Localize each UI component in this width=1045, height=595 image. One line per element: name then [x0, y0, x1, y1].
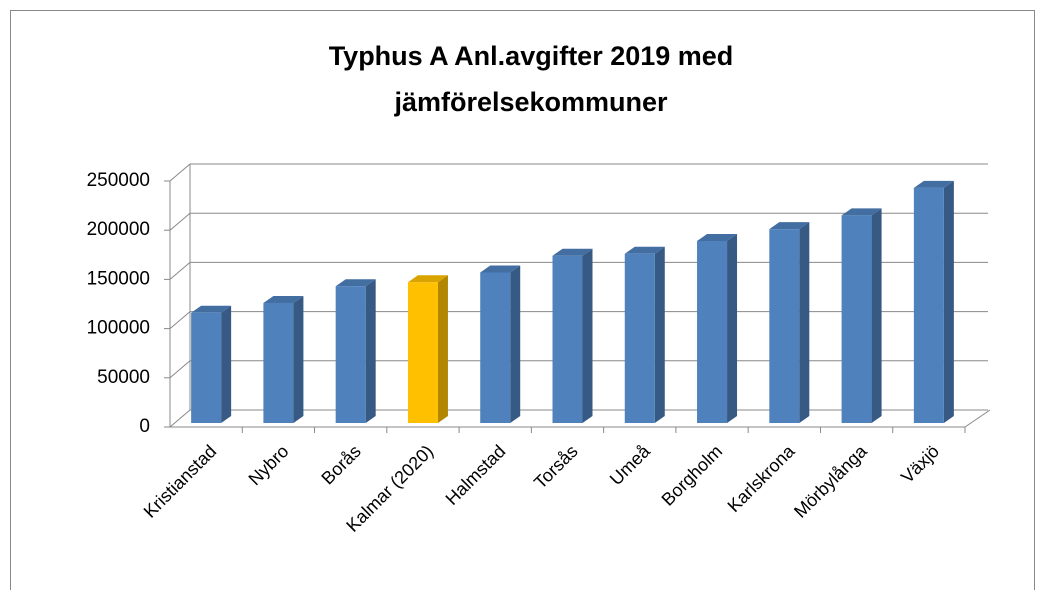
bar-side	[727, 233, 738, 423]
grid-line-side	[169, 262, 191, 280]
y-tick-label: 150000	[87, 268, 150, 289]
bar-top	[335, 279, 376, 287]
bar	[407, 282, 438, 423]
bar-side	[943, 180, 954, 423]
grid-line-side	[169, 409, 191, 428]
bar-top	[480, 265, 521, 273]
bar	[335, 286, 366, 423]
bar	[697, 240, 728, 423]
grid-line-side	[169, 212, 191, 231]
y-tick-label: 50000	[97, 367, 150, 388]
bar-top	[624, 246, 665, 254]
grid-line-side	[169, 311, 191, 329]
bar	[191, 312, 222, 423]
bar-top	[913, 180, 954, 188]
bar-side	[582, 248, 593, 423]
bar	[769, 229, 800, 423]
bar	[841, 215, 872, 423]
grid-line-side	[169, 360, 191, 379]
bar-top	[769, 222, 810, 230]
bar-side	[293, 295, 304, 423]
bar	[552, 255, 583, 423]
bar-side	[365, 279, 376, 423]
bar	[624, 253, 655, 423]
bar-side	[799, 222, 810, 423]
chart-title: Typhus A Anl.avgifter 2019 med	[329, 41, 734, 71]
chart-subtitle: jämförelsekommuner	[393, 87, 668, 117]
bar	[480, 272, 511, 423]
y-tick-label: 250000	[87, 170, 150, 191]
bar	[913, 187, 944, 423]
floor-right	[964, 409, 991, 428]
bar-side	[221, 305, 232, 423]
bar-top	[697, 233, 738, 241]
grid-line-side	[169, 163, 191, 182]
bar	[263, 302, 294, 423]
bar-side	[510, 265, 521, 423]
y-tick-label: 100000	[87, 318, 150, 339]
bar-side	[654, 246, 665, 423]
bar-top	[841, 208, 882, 216]
bar-side	[871, 208, 882, 423]
bar-top	[407, 275, 448, 283]
bar-side	[437, 275, 448, 423]
y-tick-label: 200000	[87, 219, 150, 240]
bar-top	[191, 305, 232, 313]
bar-top	[552, 248, 593, 256]
y-tick-label: 0	[139, 416, 150, 437]
bar-top	[263, 295, 304, 303]
